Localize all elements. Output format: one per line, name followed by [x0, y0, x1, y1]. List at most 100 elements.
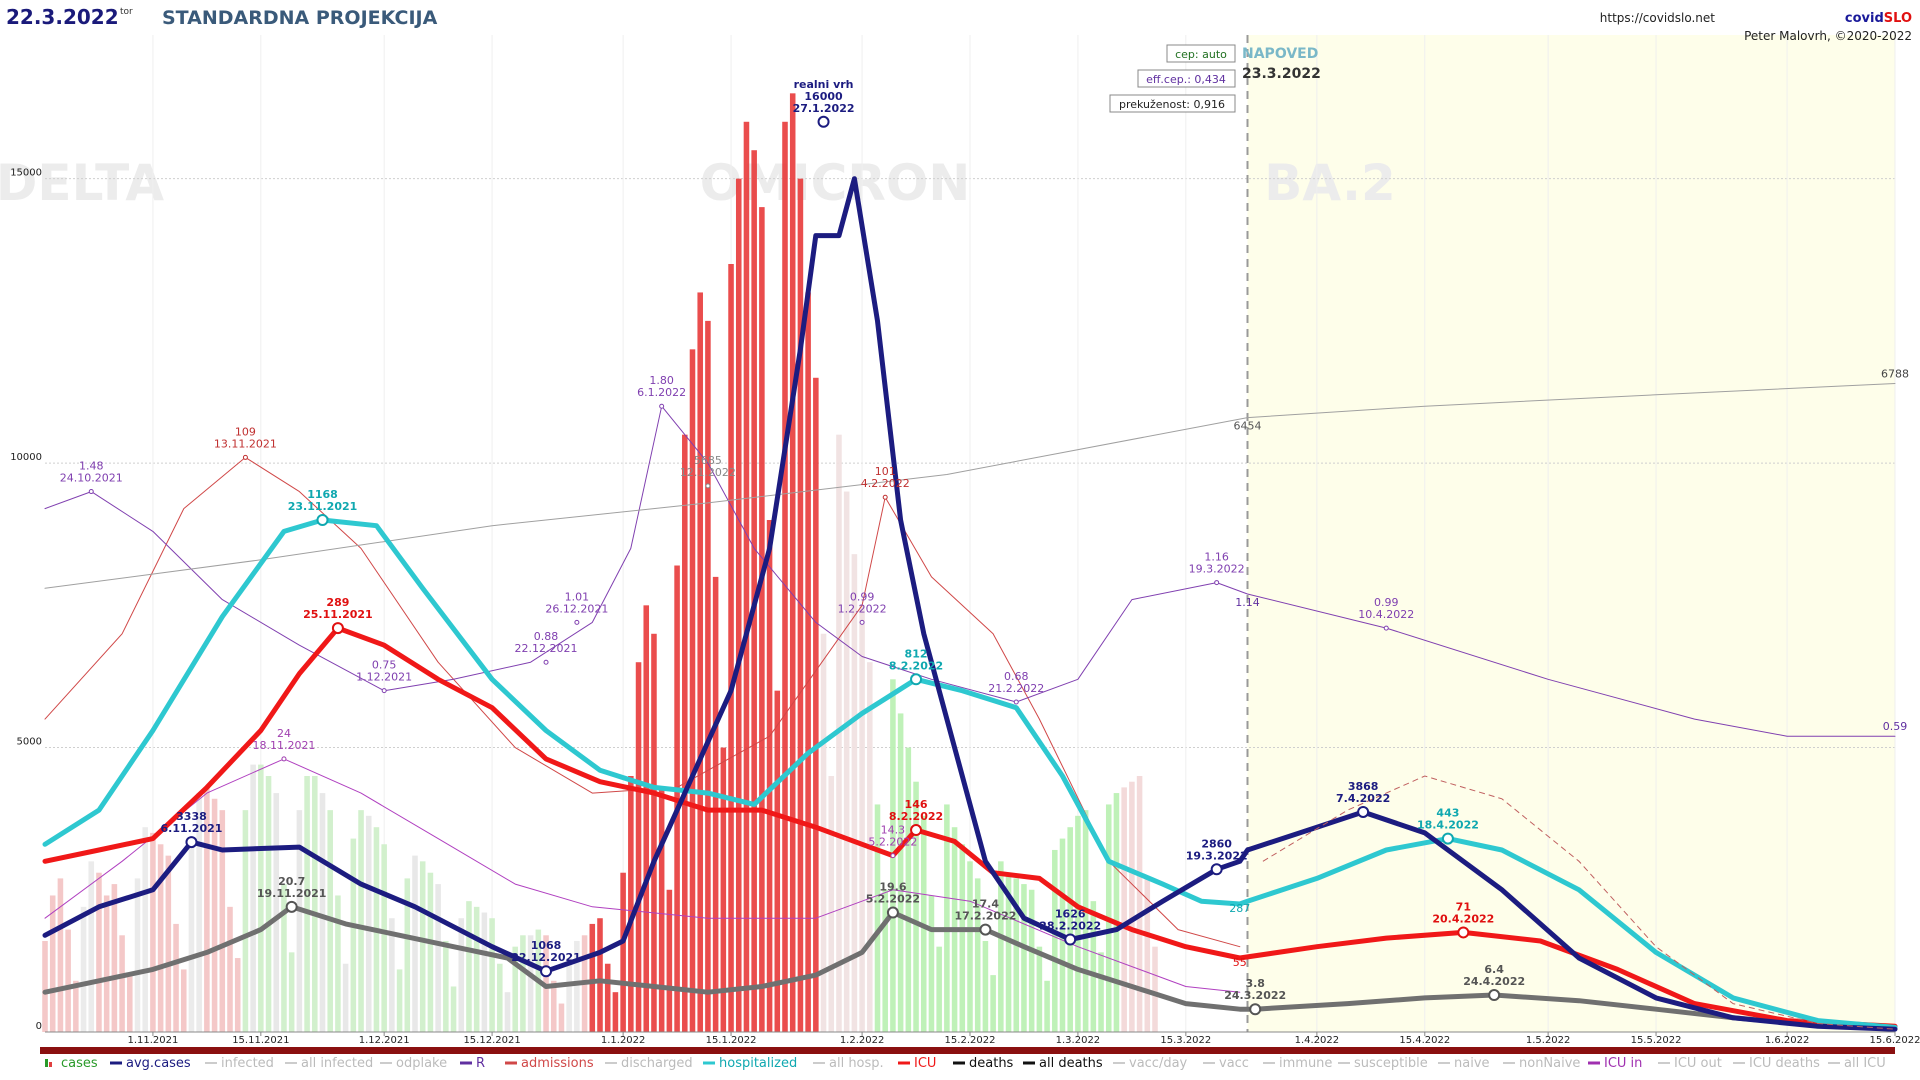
x-tick-label: 15.6.2022 — [1870, 1035, 1920, 1046]
legend-item-all-deaths[interactable]: all deaths — [1023, 1056, 1103, 1071]
case-bar — [211, 798, 218, 1032]
legend-label: admissions — [521, 1056, 594, 1071]
legend-item-avg-cases[interactable]: avg.cases — [110, 1056, 191, 1071]
series-deaths — [42, 904, 1898, 1032]
case-bar — [358, 810, 364, 1032]
case-bar — [527, 935, 534, 1032]
annotation-label: 1.48 — [79, 460, 104, 473]
case-bar — [874, 804, 881, 1032]
case-bar — [389, 918, 395, 1032]
legend-item-hospitalized[interactable]: hospitalized — [703, 1056, 797, 1071]
case-bar — [612, 992, 619, 1032]
brand-logo: covidSLO — [1845, 11, 1912, 26]
case-bar — [820, 633, 827, 1032]
legend-item-icu-deaths[interactable]: ICU deaths — [1733, 1056, 1820, 1071]
legend-item-all-infected[interactable]: all infected — [285, 1056, 373, 1071]
legend-item-all-icu[interactable]: all ICU — [1828, 1056, 1886, 1071]
case-bar — [643, 605, 650, 1032]
case-bar — [103, 895, 110, 1032]
annotation-label: 17.4 — [972, 898, 999, 911]
case-bar — [319, 793, 326, 1032]
report-date: 22.3.2022 — [6, 5, 119, 29]
legend-item-icu-in[interactable]: ICU in — [1588, 1056, 1642, 1071]
annotation-marker — [1210, 863, 1223, 876]
case-bar — [936, 946, 942, 1032]
case-bar — [604, 963, 611, 1032]
legend-swatch — [45, 1059, 48, 1067]
annotation-dot — [859, 619, 865, 625]
case-bar — [1136, 776, 1143, 1032]
case-bar — [1067, 827, 1073, 1032]
legend-swatch — [49, 1062, 52, 1067]
annotation-dot — [1013, 699, 1019, 705]
legend-item-vacc[interactable]: vacc — [1203, 1056, 1249, 1071]
case-bar — [350, 838, 357, 1032]
case-bar — [419, 861, 426, 1032]
legend-item-discharged[interactable]: discharged — [605, 1056, 693, 1071]
legend-label: odplake — [396, 1056, 447, 1071]
annotation-label: 6.1.2022 — [637, 386, 686, 399]
annotation-label: 443 — [1436, 807, 1459, 820]
cep-box — [1166, 44, 1236, 63]
x-tick-label: 1.5.2022 — [1526, 1035, 1571, 1046]
legend-label: nonNaive — [1519, 1056, 1580, 1071]
case-bar — [728, 264, 734, 1032]
annotation-dot — [882, 494, 888, 500]
legend-item-immune[interactable]: immune — [1263, 1056, 1332, 1071]
forecast-settings: cep: auto eff.cep.: 0,434 prekuženost: 0… — [1109, 44, 1321, 113]
series-icu-in — [44, 758, 1241, 993]
annotation-marker — [817, 115, 830, 128]
site-url[interactable]: https://covidslo.net — [1600, 11, 1716, 25]
legend-item-deaths[interactable]: deaths — [953, 1056, 1014, 1071]
legend-item-icu-out[interactable]: ICU out — [1658, 1056, 1722, 1071]
series-r — [44, 405, 1896, 737]
legend-item-vacc-day[interactable]: vacc/day — [1113, 1056, 1188, 1071]
legend-item-icu[interactable]: ICU — [898, 1056, 936, 1071]
edge-value-label: 6454 — [1234, 420, 1262, 433]
case-bar — [412, 855, 418, 1032]
variant-delta: DELTA — [0, 154, 164, 212]
case-bar — [1013, 878, 1020, 1032]
case-bar — [851, 554, 858, 1032]
legend-item-infected[interactable]: infected — [205, 1056, 274, 1071]
legend-item-admissions[interactable]: admissions — [505, 1056, 594, 1071]
x-tick-label: 1.2.2022 — [840, 1035, 885, 1046]
annotation-dot — [543, 659, 549, 665]
edge-value-label: 1.14 — [1235, 596, 1260, 609]
annotation-label: 3338 — [176, 810, 207, 823]
legend-item-all-hosp-[interactable]: all hosp. — [813, 1056, 884, 1071]
case-bar — [273, 793, 280, 1032]
annotation-label: 26.12.2021 — [545, 602, 608, 615]
legend-item-nonnaive[interactable]: nonNaive — [1503, 1056, 1580, 1071]
series-icu — [42, 625, 1898, 1029]
y-tick-label: 10000 — [10, 452, 42, 463]
x-tick-label: 1.12.2021 — [359, 1035, 410, 1046]
x-tick-label: 15.4.2022 — [1399, 1035, 1450, 1046]
x-tick-label: 15.3.2022 — [1160, 1035, 1211, 1046]
case-bar — [705, 320, 711, 1032]
annotation-label: 24 — [277, 727, 291, 740]
annotation-label: 3868 — [1348, 780, 1379, 793]
x-tick-label: 15.11.2021 — [232, 1035, 289, 1046]
case-bar — [342, 963, 349, 1032]
legend-item-susceptible[interactable]: susceptible — [1338, 1056, 1428, 1071]
legend-item-odplake[interactable]: odplake — [380, 1056, 447, 1071]
case-bar — [42, 940, 48, 1032]
case-bar — [743, 121, 750, 1033]
case-bar — [381, 844, 387, 1032]
legend-label: all deaths — [1039, 1056, 1103, 1071]
legend-item-r[interactable]: R — [460, 1056, 485, 1071]
case-bar — [96, 872, 102, 1032]
case-bar — [1090, 901, 1097, 1032]
case-bar — [404, 878, 411, 1032]
x-tick-label: 1.3.2022 — [1056, 1035, 1101, 1046]
forecast-date: 23.3.2022 — [1242, 66, 1321, 82]
legend-item-cases[interactable]: cases — [45, 1056, 98, 1071]
case-bar — [80, 906, 87, 1032]
case-bar — [312, 776, 318, 1032]
case-bar — [481, 912, 488, 1032]
case-bar — [774, 690, 781, 1032]
legend-label: immune — [1279, 1056, 1332, 1071]
edge-value-label: 0.59 — [1883, 720, 1908, 733]
legend-item-naive[interactable]: naive — [1438, 1056, 1490, 1071]
